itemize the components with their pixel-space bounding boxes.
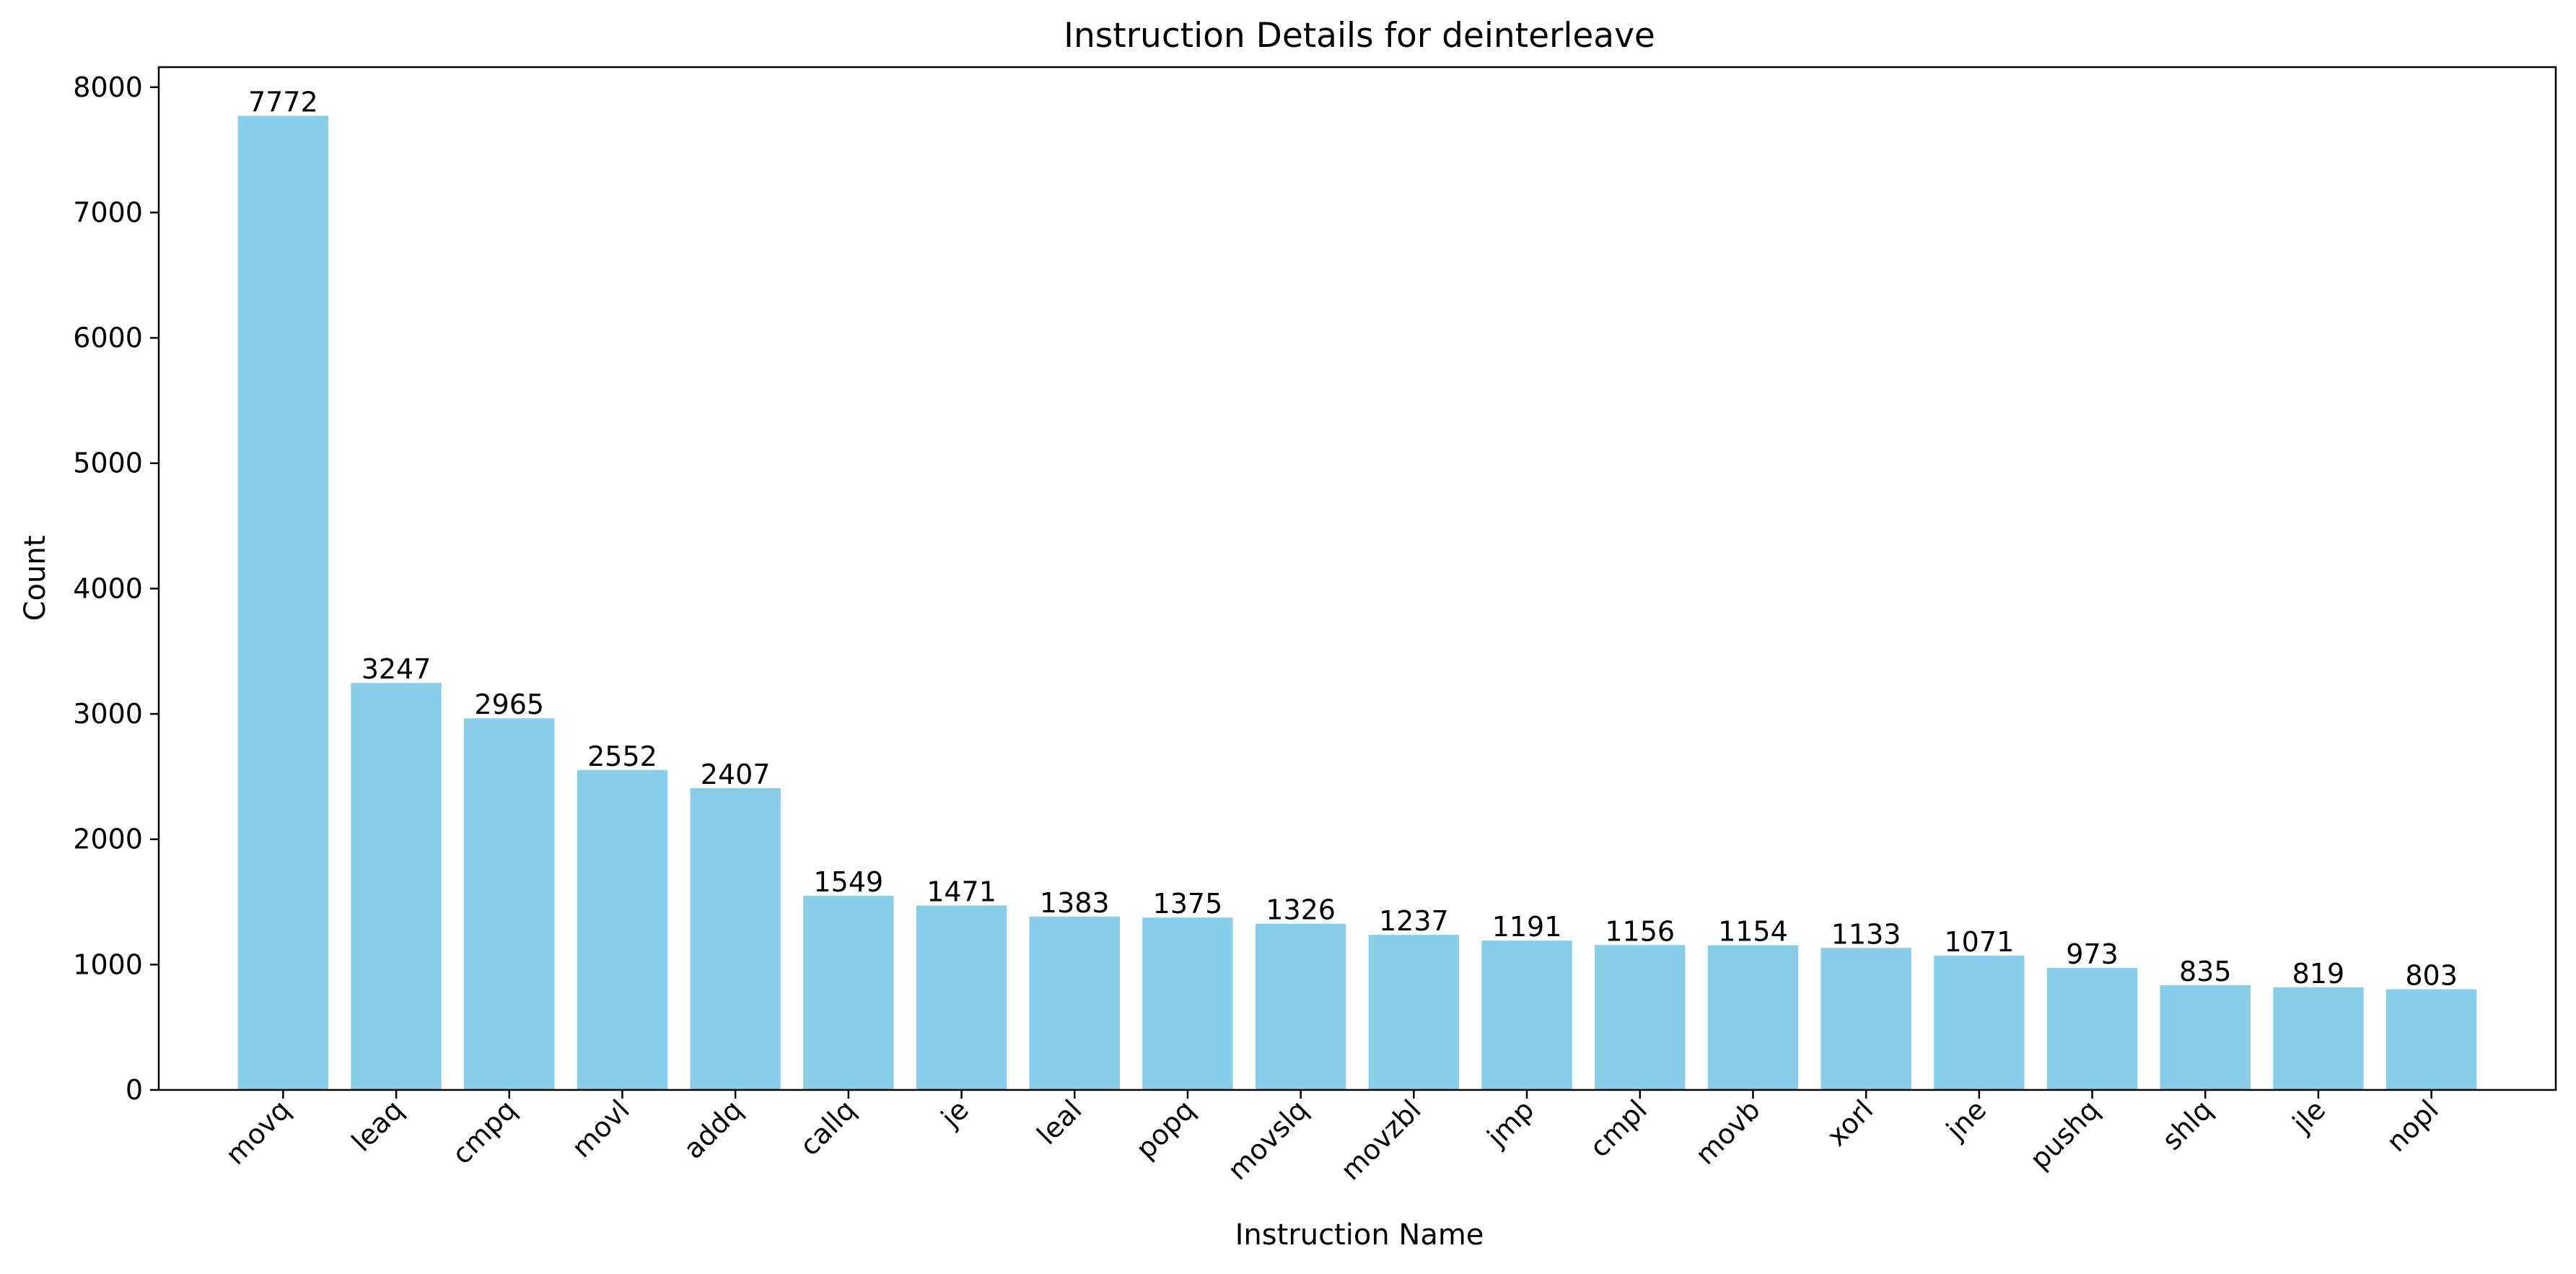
x-tick-label-popq: popq [1130,1094,1201,1165]
bar-pushq [2046,968,2138,1090]
x-tick-label-jmp: jmp [1481,1094,1541,1153]
data-labels-group: 7772 3247 2965 2552 2407 1549 1471 1383 1375 1326… [248,86,2458,991]
x-tick-label-movslq: movslq [1222,1094,1314,1186]
y-tick-label-4000: 4000 [73,572,143,604]
data-label-shlq: 835 [2179,956,2232,987]
bar-je [916,905,1007,1090]
x-tick-label-nopl: nopl [2380,1094,2445,1158]
data-label-jmp: 1191 [1492,911,1562,943]
x-tick-label-xorl: xorl [1821,1094,1879,1152]
bar-nopl [2386,989,2477,1090]
data-label-jne: 1071 [1944,926,2014,958]
data-label-xorl: 1133 [1831,918,1901,950]
x-tick-label-callq: callq [794,1094,862,1161]
data-label-movslq: 1326 [1266,894,1336,926]
data-label-cmpq: 2965 [474,689,544,720]
y-axis-label: Count [19,536,52,621]
x-tick-label-movb: movb [1689,1094,1766,1171]
y-tick-label-5000: 5000 [73,448,143,479]
x-tick-label-movq: movq [219,1094,297,1171]
bar-movl [577,769,668,1090]
x-tick-label-shlq: shlq [2156,1094,2219,1156]
x-axis-label: Instruction Name [1235,1218,1484,1252]
data-label-callq: 1549 [813,866,883,898]
x-tick-label-movzbl: movzbl [1334,1094,1427,1186]
y-tick-label-3000: 3000 [73,698,143,730]
x-tick-label-leaq: leaq [346,1094,410,1158]
bar-jne [1934,956,2025,1090]
data-label-addq: 2407 [701,759,771,790]
y-tick-label-0: 0 [126,1074,143,1106]
data-label-popq: 1375 [1153,888,1223,920]
x-tick-label-je: je [934,1094,975,1134]
data-label-leaq: 3247 [362,653,431,685]
bar-cmpl [1595,945,1686,1090]
bar-leaq [351,683,442,1090]
data-label-movzbl: 1237 [1379,905,1449,937]
bar-cmpq [464,718,555,1090]
data-label-movb: 1154 [1718,916,1788,948]
x-tick-label-cmpl: cmpl [1584,1094,1654,1164]
x-tick-label-addq: addq [678,1094,749,1165]
data-label-jle: 819 [2292,958,2345,990]
bar-jmp [1481,941,1572,1090]
x-tick-label-movl: movl [566,1094,636,1164]
data-label-pushq: 973 [2066,938,2119,970]
data-label-cmpl: 1156 [1605,915,1675,947]
bar-shlq [2160,985,2251,1090]
chart-title: Instruction Details for deinterleave [1064,16,1655,56]
bar-movq [237,115,329,1090]
bar-xorl [1821,948,1911,1090]
bar-addq [690,788,781,1090]
y-tick-label-7000: 7000 [73,196,143,228]
bar-popq [1142,917,1233,1090]
x-tick-label-jne: jne [1940,1094,1992,1146]
data-label-nopl: 803 [2405,960,2458,992]
x-axis: movq leaq cmpq movl addq callq je leal popq movsl… [219,1090,2445,1187]
bar-jle [2273,987,2364,1090]
bars-group [237,115,2477,1090]
bar-movb [1707,945,1799,1090]
x-tick-label-cmpq: cmpq [446,1094,522,1170]
data-label-movq: 7772 [248,86,318,118]
bar-callq [803,896,894,1090]
data-label-je: 1471 [926,876,996,908]
y-tick-label-8000: 8000 [73,71,143,103]
bar-movslq [1255,923,1346,1090]
bar-movzbl [1368,935,1460,1090]
plot-frame [157,66,2557,1091]
data-label-movl: 2552 [587,741,657,772]
x-tick-label-jle: jle [2286,1094,2331,1139]
bar-leal [1029,916,1120,1090]
y-tick-label-2000: 2000 [73,824,143,855]
x-tick-label-pushq: pushq [2024,1094,2106,1175]
y-axis: 0 1000 2000 3000 4000 5000 6000 7000 8000 [73,71,159,1106]
y-tick-label-6000: 6000 [73,322,143,354]
y-tick-label-1000: 1000 [73,948,143,980]
data-label-leal: 1383 [1040,887,1110,919]
x-tick-label-leal: leal [1031,1094,1088,1151]
